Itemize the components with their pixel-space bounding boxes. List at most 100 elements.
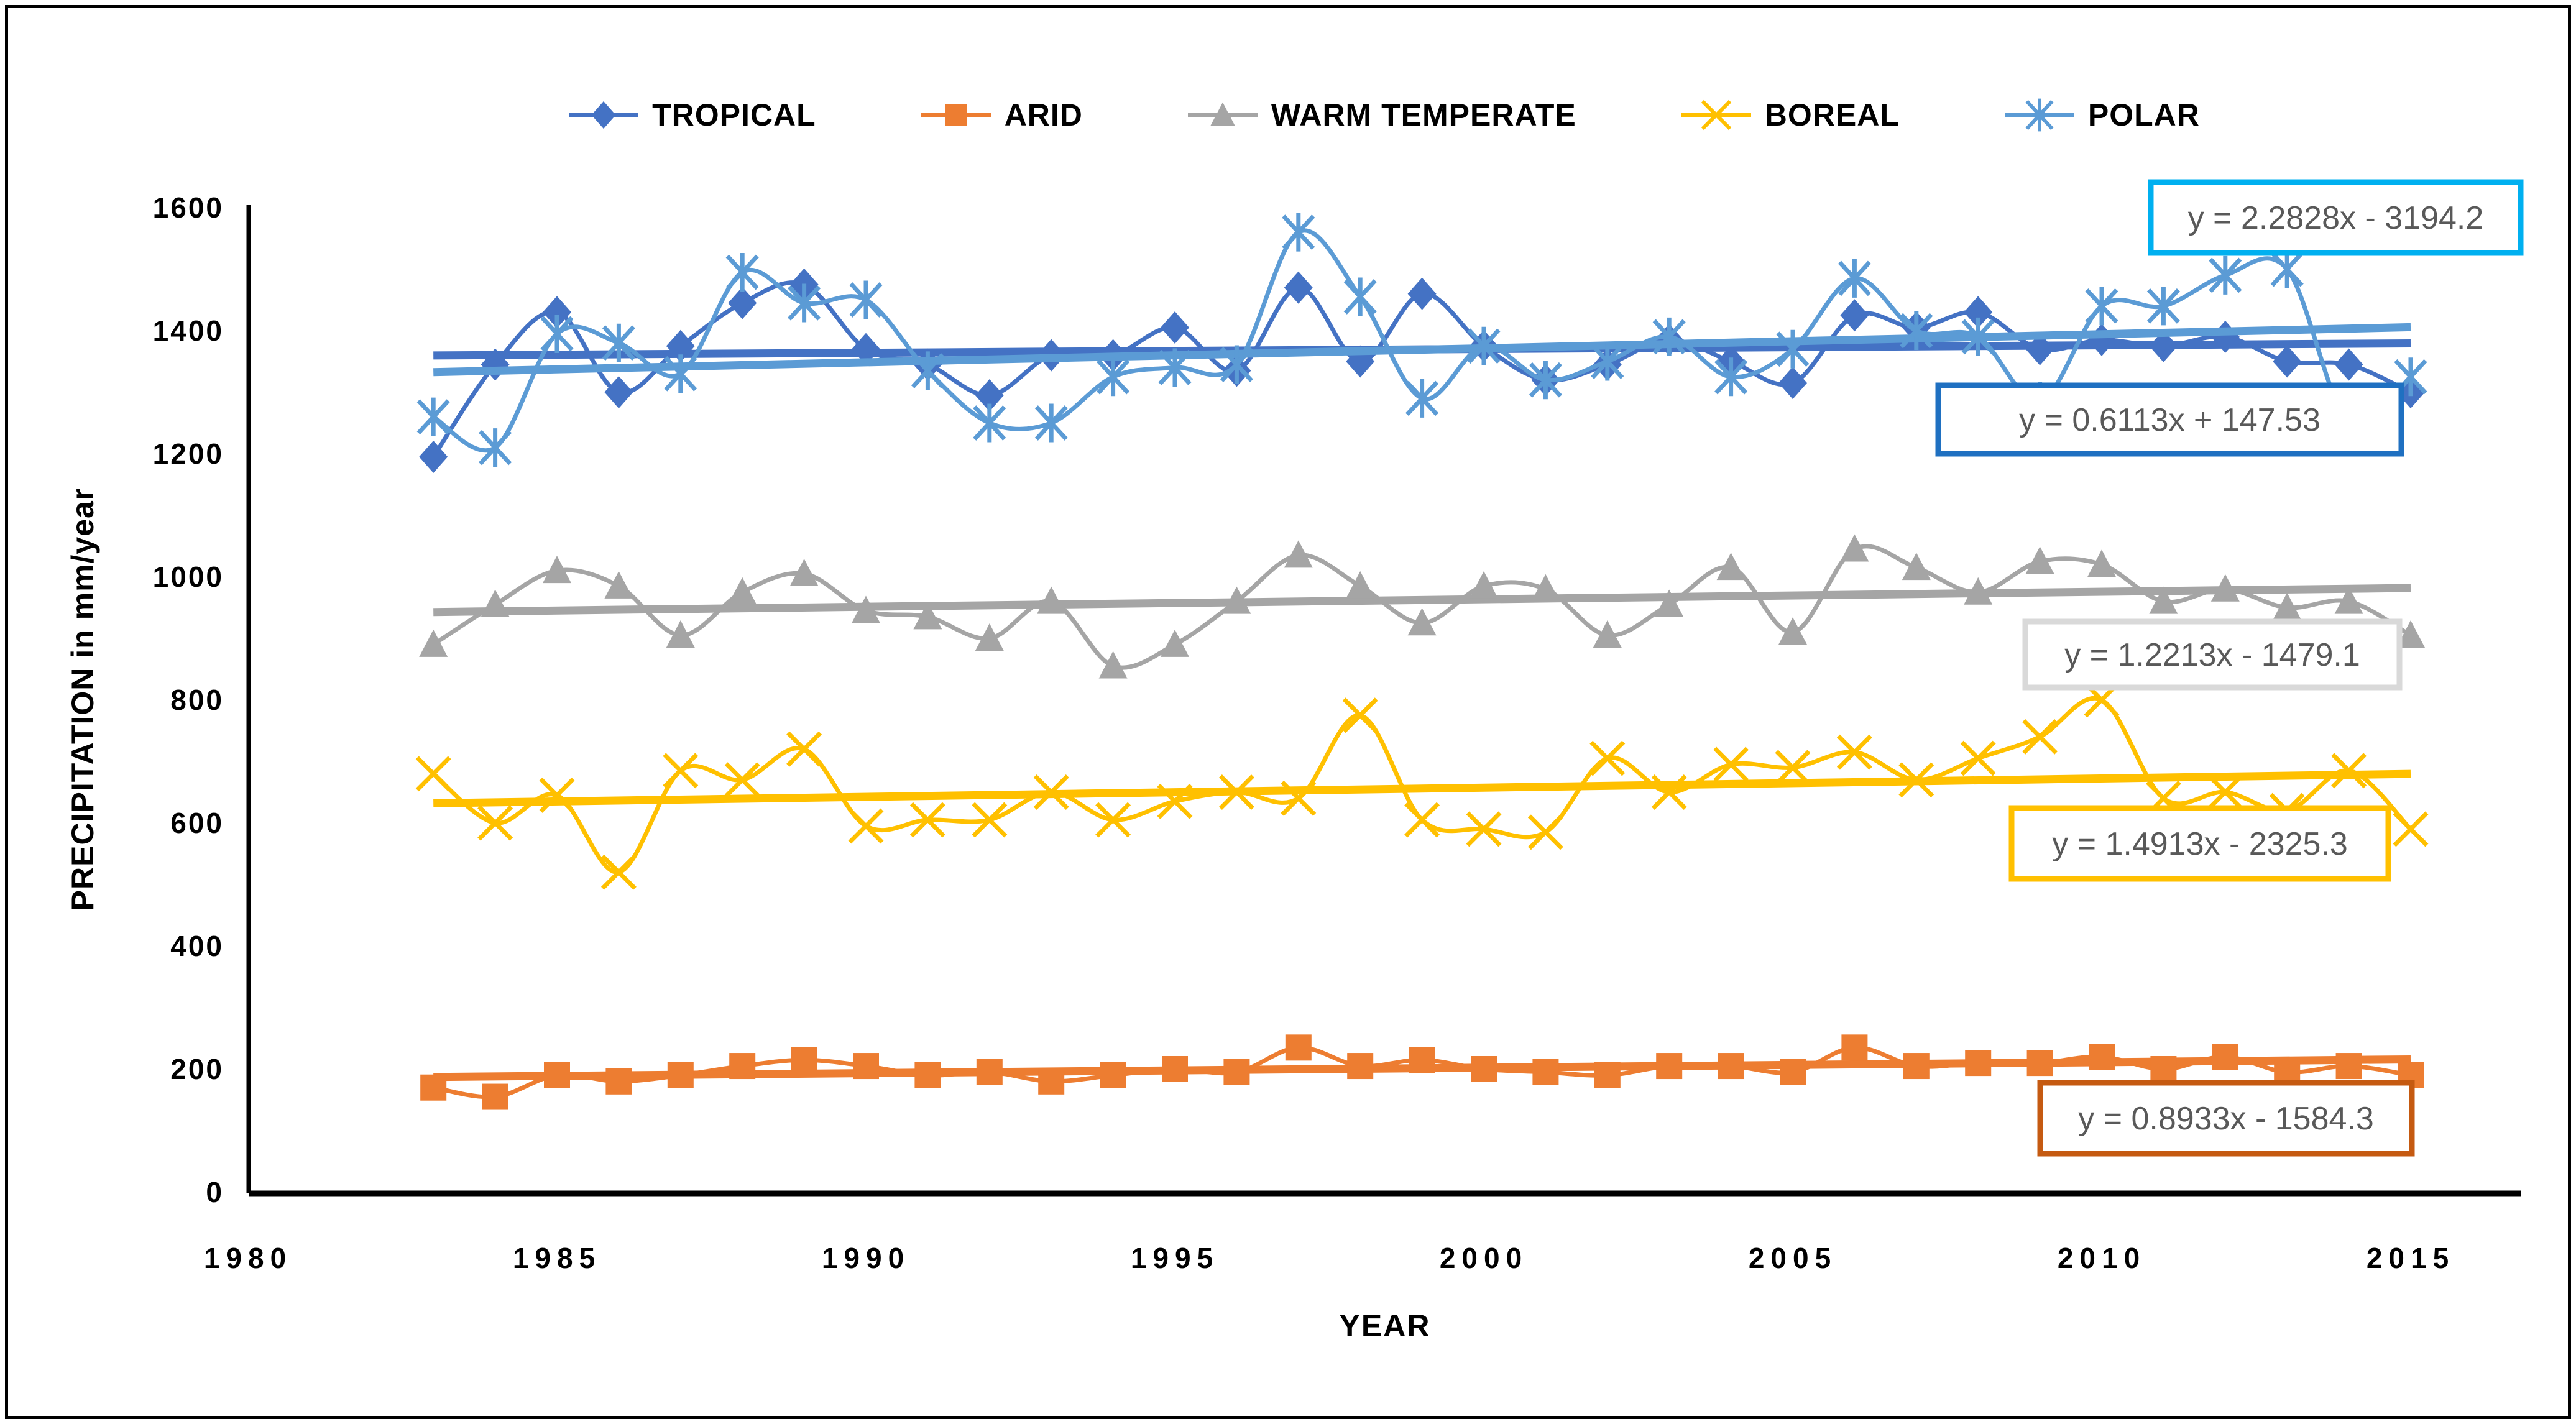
boreal-equation-box: y = 1.4913x - 2325.3 [2008,805,2391,882]
legend-label-tropical: TROPICAL [652,98,816,132]
square-marker-icon [914,1062,941,1088]
diamond-marker-icon [1284,271,1313,304]
legend-item-polar[interactable]: POLAR [2002,93,2200,137]
triangle-marker-icon [2396,620,2425,648]
x-tick-label: 1980 [204,1242,292,1274]
x-marker-icon [1033,774,1069,810]
triangle-marker-icon [1210,102,1235,126]
square-marker-icon [2089,1044,2115,1070]
diamond-marker-icon [2273,345,2302,378]
x-marker-icon [1527,814,1563,850]
square-marker-icon [1100,1062,1126,1088]
legend-label-boreal: BOREAL [1764,98,1900,132]
tropical-diamond-marker-icon [566,93,641,137]
x-marker-icon [1701,99,1731,131]
asterisk-marker-icon [1097,357,1130,397]
square-marker-icon [667,1062,694,1088]
asterisk-marker-icon [725,252,759,292]
diamond-marker-icon [1778,367,1807,400]
triangle-marker-icon [1716,553,1746,581]
square-marker-icon [544,1062,570,1088]
x-marker-icon [724,762,760,798]
asterisk-marker-icon [1529,361,1562,400]
square-marker-icon [2026,1050,2053,1077]
square-marker-icon [1841,1034,1868,1061]
warm-temperate-equation-label: y = 1.2213x - 1479.1 [2064,637,2360,673]
x-tick-label: 1990 [822,1242,910,1274]
asterisk-marker-icon [540,314,574,353]
square-marker-icon [482,1083,508,1110]
square-marker-icon [1162,1056,1188,1082]
asterisk-marker-icon [1652,317,1686,356]
diamond-marker-icon [2149,329,2178,362]
legend-item-boreal[interactable]: BOREAL [1679,93,1900,137]
arid-equation-border [2037,1080,2415,1157]
axes [246,205,2521,1197]
diamond-marker-icon [419,440,448,473]
warm-temperate-equation-border [2022,618,2403,691]
legend-item-arid[interactable]: ARID [919,93,1083,137]
triangle-marker-icon [1346,571,1375,599]
legend-item-warm-temperate[interactable]: WARM TEMPERATE [1185,93,1576,137]
x-marker-icon [2207,774,2243,810]
triangle-marker-icon [1964,577,1993,605]
triangle-marker-icon [852,595,880,623]
tropical-equation-box: y = 0.6113x + 147.53 [1935,382,2404,457]
square-marker-icon [1965,1050,1992,1077]
warm-temperate-equation-box: y = 1.2213x - 1479.1 [2022,618,2403,691]
triangle-marker-icon [2334,586,2363,614]
y-tick-label: 200 [170,1053,224,1085]
y-tick-label: 1000 [153,561,224,593]
legend-item-tropical[interactable]: TROPICAL [566,93,816,137]
x-tick-label: 1985 [513,1242,601,1274]
square-marker-icon [791,1047,817,1073]
diamond-marker-icon [666,329,695,362]
boreal-equation-border [2008,805,2391,882]
diamond-marker-icon [975,379,1004,411]
arid-equation-box: y = 0.8933x - 1584.3 [2037,1080,2415,1157]
square-marker-icon [605,1068,632,1095]
square-marker-icon [853,1053,879,1080]
triangle-marker-icon [1840,534,1869,562]
asterisk-marker-icon [416,397,450,436]
arid-legend-glyph [921,104,991,126]
triangle-marker-icon [728,577,757,605]
x-marker-icon [786,731,822,767]
y-axis-title: PRECIPITATION in mm/year [65,488,100,911]
square-marker-icon [1285,1034,1312,1061]
triangle-marker-icon [2273,592,2302,620]
boreal-equation-label: y = 1.4913x - 2325.3 [2052,826,2348,862]
arid-equation-label: y = 0.8933x - 1584.3 [2078,1101,2374,1137]
x-tick-label: 1995 [1131,1242,1219,1274]
arid-markers [420,1034,2424,1110]
diamond-marker-icon [2334,348,2363,381]
square-marker-icon [420,1074,447,1101]
boreal-x-marker-icon [1679,93,1754,137]
polar-equation-box: y = 2.2828x - 3194.2 [2148,179,2524,256]
x-marker-icon [539,777,575,813]
x-tick-label: 2010 [2058,1242,2146,1274]
triangle-marker-icon [2149,586,2178,614]
y-tick-label: 1200 [153,438,224,470]
triangle-marker-icon [1531,574,1560,602]
diamond-marker-icon [1407,277,1437,310]
triangle-marker-icon [913,602,942,630]
x-marker-icon [2022,719,2058,755]
asterisk-marker-icon [1591,342,1624,381]
triangle-marker-icon [2210,574,2240,602]
warm-temperate-legend-glyph [1187,102,1258,126]
warm-temperate-markers [419,534,2425,679]
x-marker-icon [1960,740,1996,776]
asterisk-marker-icon [2146,287,2180,326]
boreal-legend-glyph [1681,99,1751,131]
x-marker-icon [415,756,451,792]
x-marker-icon [1651,774,1687,810]
asterisk-marker-icon [1158,348,1192,387]
square-marker-icon [976,1059,1003,1085]
square-marker-icon [1223,1059,1250,1085]
triangle-marker-icon [419,629,448,657]
diamond-marker-icon [1161,311,1189,344]
square-marker-icon [1038,1068,1065,1095]
asterisk-marker-icon [1405,379,1439,418]
